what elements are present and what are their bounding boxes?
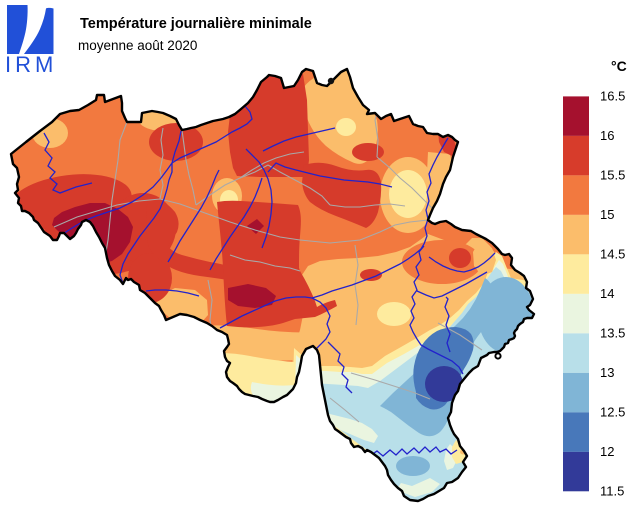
svg-text:11.5: 11.5 — [600, 484, 624, 499]
svg-text:12.5: 12.5 — [600, 405, 625, 420]
svg-text:13.5: 13.5 — [600, 326, 625, 341]
svg-text:12: 12 — [600, 444, 614, 459]
svg-text:16.5: 16.5 — [600, 89, 625, 104]
svg-text:15: 15 — [600, 207, 614, 222]
svg-text:moyenne août 2020: moyenne août 2020 — [78, 38, 197, 53]
svg-text:14.5: 14.5 — [600, 247, 625, 262]
svg-text:IRM: IRM — [5, 52, 57, 77]
svg-text:14: 14 — [600, 286, 614, 301]
svg-text:13: 13 — [600, 365, 614, 380]
svg-text:Température journalière minima: Température journalière minimale — [80, 16, 312, 32]
svg-text:16: 16 — [600, 128, 614, 143]
svg-text:°C: °C — [611, 58, 627, 74]
svg-text:15.5: 15.5 — [600, 168, 625, 183]
